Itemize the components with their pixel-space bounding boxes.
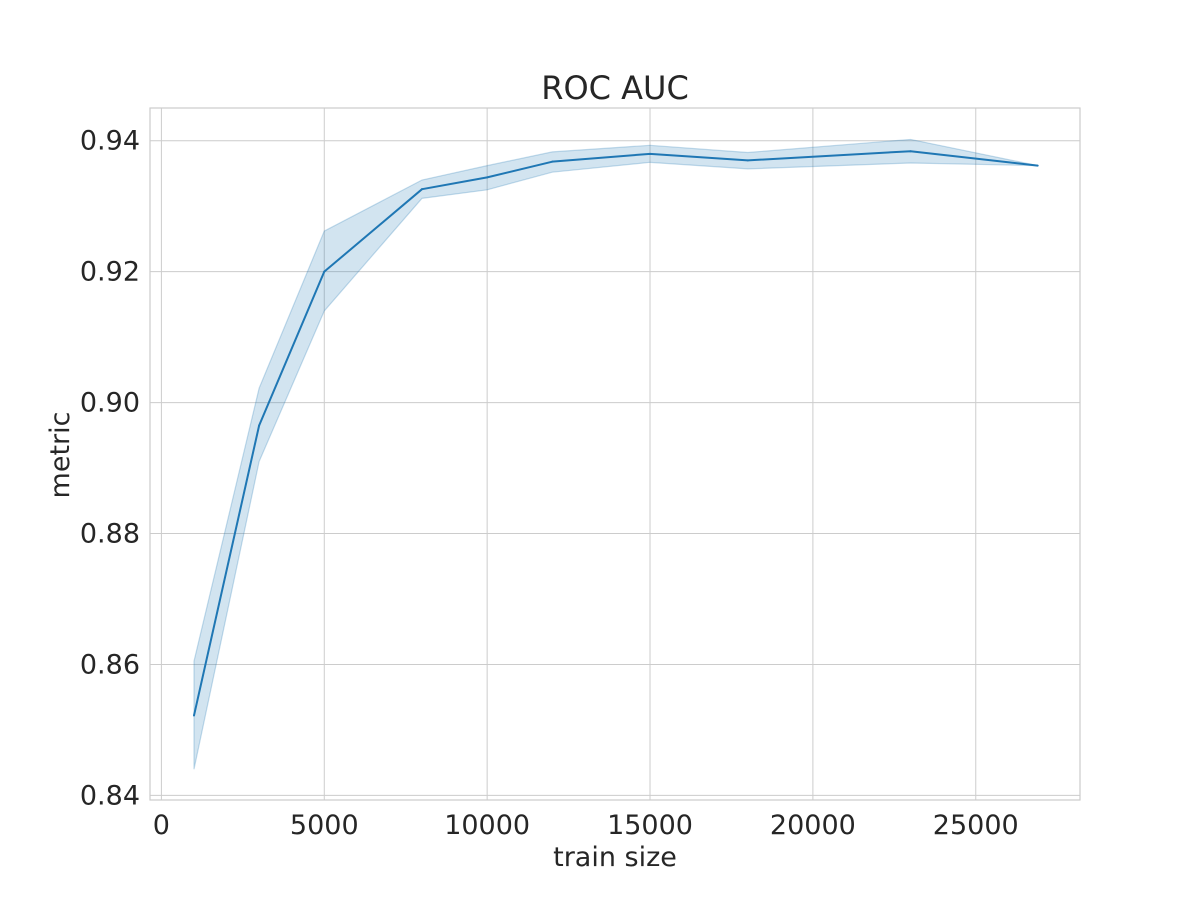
data-point bbox=[258, 424, 261, 427]
x-tick-label: 0 bbox=[153, 810, 170, 841]
x-tick-label: 15000 bbox=[607, 810, 693, 841]
x-axis-label: train size bbox=[553, 842, 677, 873]
y-tick-label: 0.92 bbox=[80, 257, 140, 288]
confidence-band bbox=[193, 138, 1038, 770]
data-point bbox=[649, 152, 652, 155]
grid bbox=[150, 108, 1080, 800]
y-tick-label: 0.86 bbox=[80, 649, 140, 680]
data-point bbox=[421, 188, 423, 191]
data-point bbox=[192, 714, 195, 717]
chart-title: ROC AUC bbox=[541, 69, 689, 107]
y-axis-label: metric bbox=[45, 412, 76, 499]
data-point bbox=[323, 270, 326, 273]
x-tick-label: 10000 bbox=[444, 810, 530, 841]
x-tick-label: 5000 bbox=[290, 810, 359, 841]
y-tick-label: 0.88 bbox=[80, 519, 140, 550]
series-lines bbox=[192, 150, 1039, 717]
y-tick-label: 0.94 bbox=[80, 126, 140, 157]
tick-labels: 0 5000 10000 15000 20000 25000 0.84 0.86 0.88 0.9… bbox=[80, 126, 1019, 841]
data-point bbox=[746, 159, 749, 162]
data-point bbox=[1036, 164, 1039, 167]
data-point bbox=[551, 160, 554, 163]
y-tick-label: 0.90 bbox=[80, 388, 140, 419]
confidence-bands bbox=[193, 138, 1038, 770]
y-tick-label: 0.84 bbox=[80, 780, 140, 811]
x-tick-label: 25000 bbox=[933, 810, 1019, 841]
plot-frame bbox=[149, 107, 1081, 801]
series-line bbox=[193, 150, 1038, 716]
x-tick-label: 20000 bbox=[770, 810, 856, 841]
data-point bbox=[909, 150, 912, 153]
data-point bbox=[486, 176, 489, 179]
